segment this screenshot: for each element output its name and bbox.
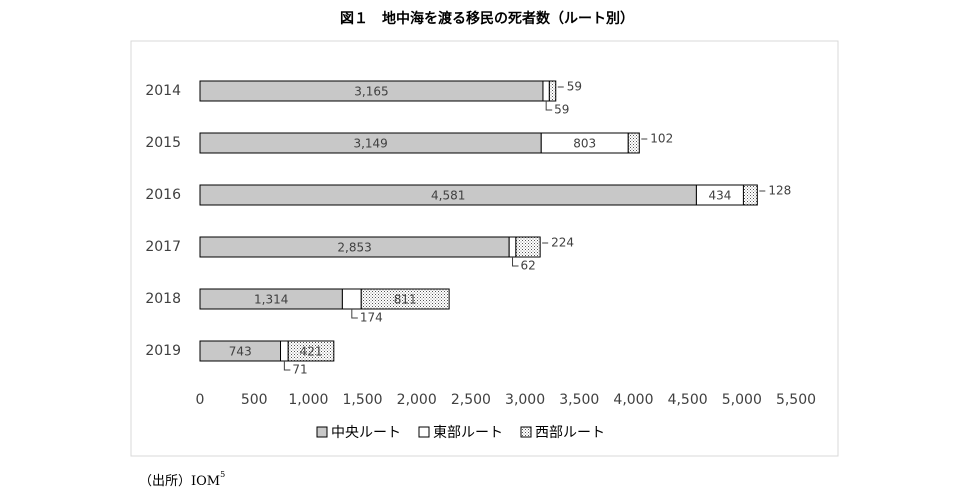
x-tick-label: 2,500 bbox=[451, 392, 491, 408]
value-label: 174 bbox=[360, 311, 383, 325]
leader-line bbox=[545, 101, 553, 111]
x-tick-label: 4,500 bbox=[668, 392, 708, 408]
source-text: （出所）IOM bbox=[139, 474, 220, 489]
x-tick-label: 5,500 bbox=[776, 392, 816, 408]
chart-title: 図１ 地中海を渡る移民の死者数（ルート別） bbox=[340, 10, 634, 27]
bar-segment bbox=[341, 288, 362, 310]
y-tick-label: 2017 bbox=[145, 239, 181, 255]
value-label: 2,853 bbox=[337, 241, 371, 255]
bar-segment bbox=[742, 184, 758, 206]
y-tick-label: 2019 bbox=[145, 343, 181, 359]
y-tick-label: 2016 bbox=[145, 187, 181, 203]
x-tick-label: 1,500 bbox=[342, 392, 382, 408]
x-tick-label: 4,000 bbox=[613, 392, 653, 408]
value-label: 59 bbox=[567, 80, 582, 94]
legend-label: 西部ルート bbox=[535, 425, 605, 441]
bar-segment bbox=[508, 236, 517, 258]
value-label: 71 bbox=[292, 363, 307, 377]
value-label: 62 bbox=[521, 259, 536, 273]
value-label: 421 bbox=[300, 345, 323, 359]
leader-line bbox=[283, 361, 291, 371]
value-label: 434 bbox=[708, 189, 731, 203]
bar-segment bbox=[360, 288, 450, 310]
value-label: 102 bbox=[650, 132, 673, 146]
value-label: 803 bbox=[573, 137, 596, 151]
value-label: 3,165 bbox=[354, 85, 388, 99]
bar-segment bbox=[280, 340, 289, 362]
legend-label: 東部ルート bbox=[433, 425, 503, 441]
y-tick-label: 2014 bbox=[145, 83, 181, 99]
legend-swatch bbox=[316, 426, 328, 438]
value-label: 3,149 bbox=[353, 137, 387, 151]
bar-segment bbox=[542, 80, 550, 102]
value-label: 1,314 bbox=[254, 293, 288, 307]
legend-swatch bbox=[520, 426, 532, 438]
source-note: 5 bbox=[220, 470, 225, 479]
value-label: 743 bbox=[229, 345, 252, 359]
leader-line bbox=[351, 309, 358, 319]
value-label: 128 bbox=[768, 184, 791, 198]
value-label: 4,581 bbox=[431, 189, 465, 203]
y-tick-label: 2018 bbox=[145, 291, 181, 307]
legend-label: 中央ルート bbox=[331, 425, 401, 441]
source: （出所）IOM5 bbox=[139, 470, 225, 489]
x-tick-label: 1,000 bbox=[288, 392, 328, 408]
chart-frame bbox=[130, 40, 839, 457]
x-tick-label: 5,000 bbox=[722, 392, 762, 408]
value-label: 59 bbox=[554, 103, 569, 117]
legend-swatch bbox=[418, 426, 430, 438]
x-tick-label: 3,000 bbox=[505, 392, 545, 408]
x-tick-label: 3,500 bbox=[559, 392, 599, 408]
y-tick-label: 2015 bbox=[145, 135, 181, 151]
bar-segment bbox=[515, 236, 541, 258]
bar-segment bbox=[627, 132, 640, 154]
x-tick-label: 0 bbox=[196, 392, 205, 408]
x-tick-label: 500 bbox=[241, 392, 268, 408]
leader-line bbox=[512, 257, 519, 267]
x-tick-label: 2,000 bbox=[397, 392, 437, 408]
bar-segment bbox=[548, 80, 557, 102]
value-label: 811 bbox=[394, 293, 417, 307]
bar-segment bbox=[287, 340, 335, 362]
value-label: 224 bbox=[551, 236, 574, 250]
